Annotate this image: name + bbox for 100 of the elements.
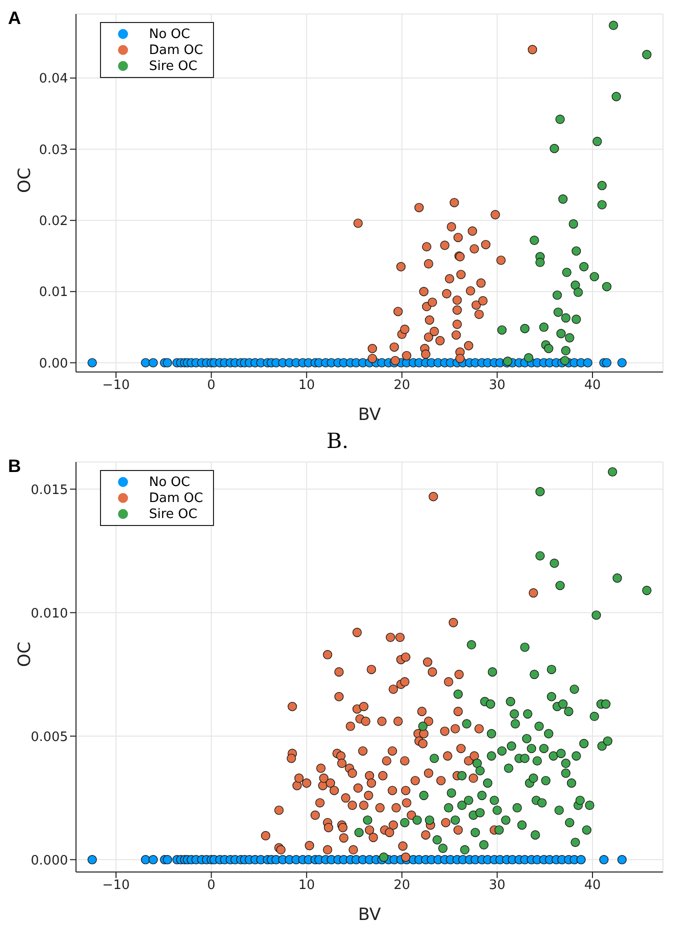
legend-label: Sire OC: [149, 58, 198, 74]
point: [524, 353, 534, 362]
point: [452, 295, 462, 305]
x-tick-label: 40: [584, 878, 601, 894]
point: [466, 286, 476, 296]
y-tick-label: 0.000: [30, 853, 68, 868]
point: [552, 290, 562, 300]
point: [390, 356, 400, 366]
point: [424, 259, 434, 268]
legend-label: Dam OC: [149, 42, 204, 58]
x-tick-label: −10: [102, 878, 130, 894]
point: [472, 300, 481, 310]
point: [574, 288, 583, 297]
y-tick-label: 0.01: [39, 285, 68, 300]
point: [468, 226, 478, 236]
x-axis-title: BV: [358, 405, 382, 425]
point: [453, 232, 463, 242]
point: [590, 272, 600, 282]
point: [555, 114, 565, 124]
point: [535, 258, 545, 268]
point: [396, 262, 406, 272]
point: [419, 286, 428, 296]
legend-label: Dam OC: [149, 490, 204, 506]
point: [368, 344, 378, 354]
legend-label: No OC: [149, 474, 190, 490]
point: [450, 198, 459, 208]
point: [560, 356, 570, 366]
y-axis-title: OC: [15, 168, 36, 193]
point: [400, 324, 410, 334]
point: [442, 289, 452, 298]
y-tick-label: 0.005: [30, 730, 68, 745]
point: [428, 298, 438, 307]
point: [520, 324, 530, 334]
text: B.: [325, 428, 350, 455]
point: [452, 320, 462, 329]
y-tick-label: 0.04: [39, 72, 68, 87]
point: [556, 328, 566, 338]
x-tick-label: 0: [207, 878, 216, 894]
point: [539, 322, 549, 332]
point: [368, 354, 378, 364]
point: [424, 332, 434, 342]
point: [562, 268, 572, 278]
point: [497, 325, 507, 335]
chart-title: A: [8, 8, 21, 29]
point: [530, 236, 540, 245]
x-tick-label: 0: [207, 378, 216, 394]
point: [435, 336, 445, 346]
y-axis-title: OC: [15, 642, 36, 667]
point: [478, 296, 488, 306]
point: [456, 270, 466, 280]
point: [570, 280, 580, 290]
point: [579, 262, 589, 272]
point: [390, 342, 399, 352]
point: [572, 246, 581, 256]
point: [414, 202, 424, 212]
point: [353, 218, 363, 228]
point: [550, 144, 560, 154]
point: [564, 333, 574, 342]
legend-label: No OC: [149, 26, 190, 42]
x-tick-label: 30: [488, 878, 506, 894]
x-tick-label: 10: [298, 378, 315, 394]
x-tick-label: 30: [488, 378, 506, 394]
point: [597, 200, 607, 210]
point: [568, 219, 578, 229]
point: [402, 350, 412, 360]
point: [496, 256, 506, 265]
point: [474, 310, 484, 319]
x-axis-title: BV: [358, 905, 382, 925]
point: [572, 314, 581, 324]
x-tick-label: 20: [394, 878, 410, 894]
point: [464, 341, 474, 350]
point: [422, 242, 432, 252]
point: [528, 44, 538, 54]
point: [393, 306, 403, 316]
y-tick-label: 0.010: [30, 606, 68, 622]
point: [481, 240, 490, 250]
point: [612, 92, 621, 102]
point: [558, 194, 568, 204]
point: [602, 282, 612, 292]
point: [597, 180, 607, 190]
x-tick-label: 20: [394, 378, 410, 394]
y-tick-label: 0.03: [39, 142, 68, 158]
point: [490, 210, 500, 220]
point: [421, 350, 430, 359]
chart-title: B: [8, 456, 21, 477]
y-tick-label: 0.02: [39, 214, 68, 230]
legend-label: Sire OC: [149, 506, 198, 522]
point: [446, 222, 456, 232]
y-tick-label: 0.00: [39, 356, 68, 372]
point: [561, 346, 570, 356]
point: [452, 305, 462, 315]
point: [592, 136, 602, 146]
x-tick-label: −10: [102, 378, 130, 394]
point: [430, 326, 439, 336]
point: [561, 313, 570, 323]
point: [554, 308, 563, 317]
point: [470, 244, 479, 254]
point: [452, 330, 461, 340]
point: [440, 240, 450, 250]
point: [424, 315, 434, 325]
